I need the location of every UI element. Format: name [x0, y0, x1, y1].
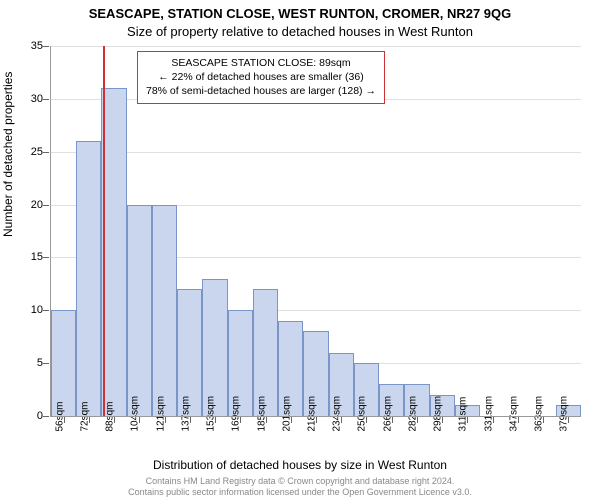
grid-line [51, 416, 581, 417]
info-box-line2: ← 22% of detached houses are smaller (36… [146, 70, 376, 84]
footer: Contains HM Land Registry data © Crown c… [0, 476, 600, 499]
histogram-bar [51, 310, 76, 416]
grid-line [51, 152, 581, 153]
x-axis-title: Distribution of detached houses by size … [0, 458, 600, 472]
y-tick-label: 0 [19, 410, 43, 422]
chart-subtitle: Size of property relative to detached ho… [0, 24, 600, 39]
y-axis-title: Number of detached properties [1, 72, 15, 237]
grid-line [51, 46, 581, 47]
y-tick [43, 363, 49, 364]
y-tick-label: 5 [19, 357, 43, 369]
y-tick-label: 20 [19, 199, 43, 211]
y-tick-label: 35 [19, 40, 43, 52]
y-tick [43, 310, 49, 311]
y-tick [43, 99, 49, 100]
plot-area: SEASCAPE STATION CLOSE: 89sqm ← 22% of d… [50, 46, 581, 417]
info-box-line1: SEASCAPE STATION CLOSE: 89sqm [146, 56, 376, 70]
footer-line2: Contains public sector information licen… [0, 487, 600, 498]
histogram-bar [127, 205, 152, 416]
histogram-bar [101, 88, 126, 416]
y-tick-label: 25 [19, 146, 43, 158]
histogram-bar [76, 141, 101, 416]
histogram-bar [152, 205, 177, 416]
y-tick-label: 10 [19, 304, 43, 316]
y-tick [43, 46, 49, 47]
info-box-line3: 78% of semi-detached houses are larger (… [146, 84, 376, 98]
y-tick-label: 30 [19, 93, 43, 105]
reference-line [103, 46, 105, 416]
y-tick [43, 205, 49, 206]
y-tick-label: 15 [19, 251, 43, 263]
info-box: SEASCAPE STATION CLOSE: 89sqm ← 22% of d… [137, 51, 385, 104]
footer-line1: Contains HM Land Registry data © Crown c… [0, 476, 600, 487]
y-tick [43, 152, 49, 153]
y-tick [43, 257, 49, 258]
y-tick [43, 416, 49, 417]
chart-title-address: SEASCAPE, STATION CLOSE, WEST RUNTON, CR… [0, 6, 600, 21]
chart-container: SEASCAPE, STATION CLOSE, WEST RUNTON, CR… [0, 0, 600, 500]
